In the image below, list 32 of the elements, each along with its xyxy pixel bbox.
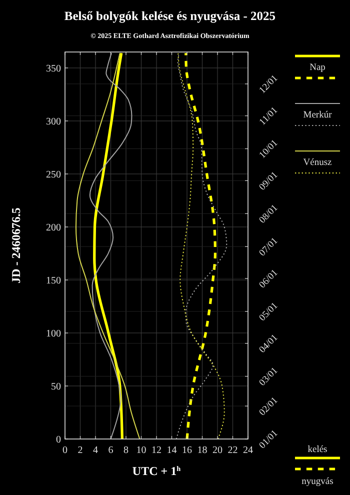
legend-label: Merkúr <box>303 110 333 120</box>
y-tick-label: 350 <box>46 63 61 74</box>
x-tick-label: 24 <box>243 445 253 456</box>
x-tick-label: 14 <box>166 445 177 456</box>
x-tick-label: 10 <box>136 445 146 456</box>
x-tick-label: 4 <box>93 445 98 456</box>
x-tick-label: 18 <box>197 445 208 456</box>
line-series <box>75 52 140 440</box>
line-series <box>89 52 132 440</box>
y-tick-label: 300 <box>46 116 61 128</box>
y-tick-label: 250 <box>46 169 61 180</box>
x-tick-label: 16 <box>182 445 192 456</box>
chart-title: Belső bolygók kelése és nyugvása - 2025 <box>64 9 276 23</box>
line-series <box>93 52 124 440</box>
y-tick-label: 200 <box>46 222 61 234</box>
x-tick-label: 22 <box>228 445 238 456</box>
x-tick-label: 12 <box>152 445 162 456</box>
x-tick-label: 6 <box>108 445 114 456</box>
y-tick-label: 150 <box>46 275 61 286</box>
y-axis-title: JD - 2460676.5 <box>9 208 23 284</box>
x-tick-label: 8 <box>124 445 128 456</box>
y-tick-label: 0 <box>56 434 61 446</box>
y-tick-label: 50 <box>51 381 61 392</box>
line-series <box>184 52 217 440</box>
x-tick-label: 2 <box>78 445 83 456</box>
y-tick-label: 100 <box>46 328 61 340</box>
text: nyugvás <box>302 477 334 487</box>
x-axis-title: UTC + 1$^{h}$ <box>132 464 181 478</box>
legend-label: Nap <box>310 63 326 73</box>
text: kelés <box>308 445 328 455</box>
legend-label: Vénusz <box>303 158 332 168</box>
x-tick-label: 20 <box>212 445 222 456</box>
